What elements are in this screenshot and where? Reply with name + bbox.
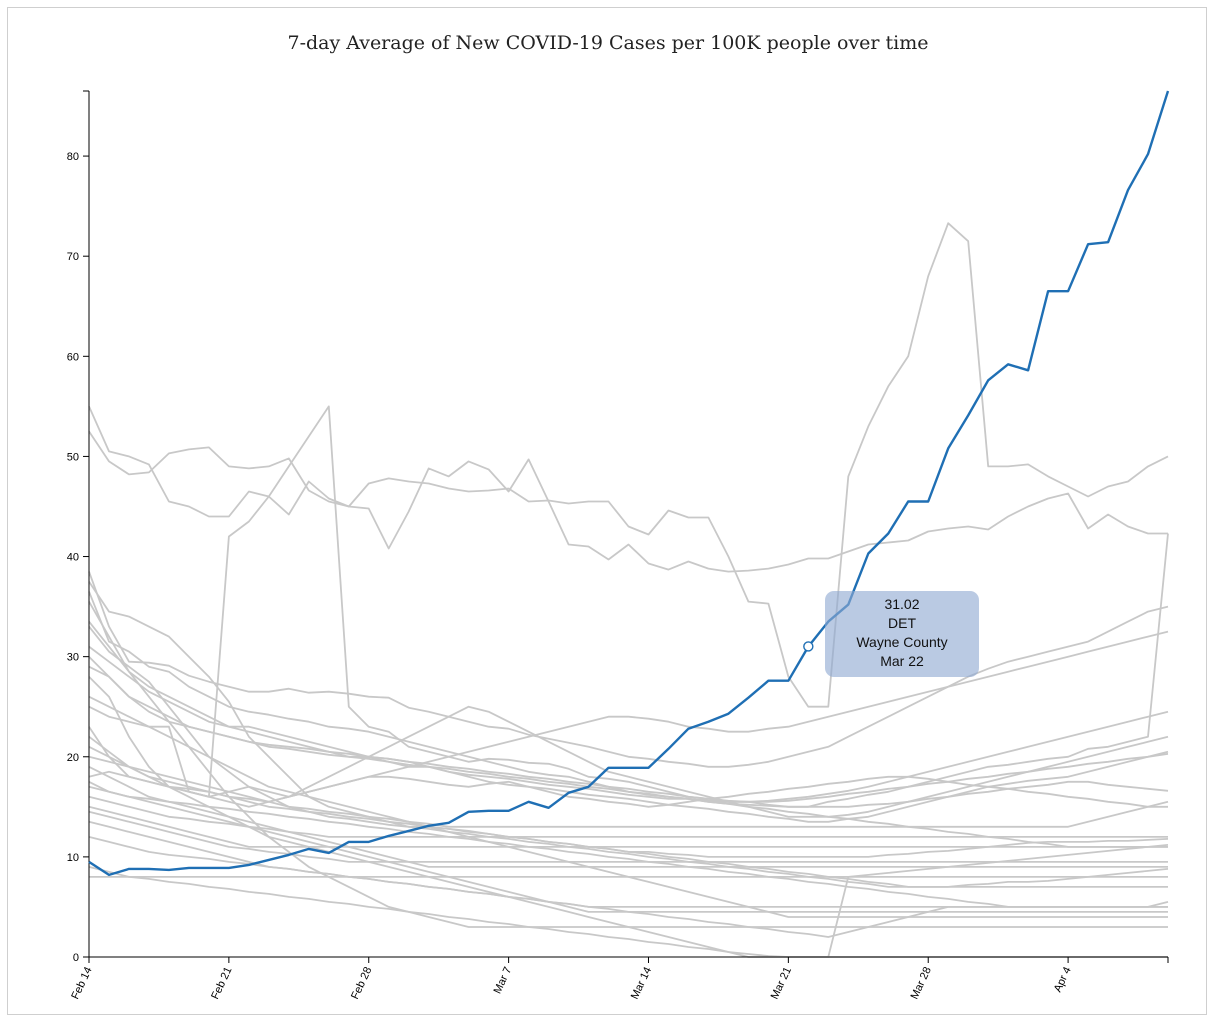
tooltip-abbr: DET <box>888 615 916 631</box>
series-line-6[interactable] <box>88 591 1169 803</box>
tooltip-value: 31.02 <box>884 596 920 612</box>
series-line-15[interactable] <box>88 780 1168 908</box>
y-tick-label: 10 <box>67 852 79 864</box>
series-line-19[interactable] <box>88 844 1169 958</box>
y-tick-label: 60 <box>67 351 79 363</box>
series-line-17[interactable] <box>88 810 1168 863</box>
axes: 0 10 20 30 40 50 60 70 80 Feb 14 Feb 21 Feb 28 Mar … <box>67 90 1169 1001</box>
y-tick-label: 70 <box>67 251 79 263</box>
x-tick-label: Mar 14 <box>629 965 654 1001</box>
tooltip: 31.02 DET Wayne County Mar 22 <box>825 591 979 677</box>
highlighted-series-line[interactable] <box>88 90 1170 877</box>
x-tick-label: Mar 7 <box>492 965 515 996</box>
x-ticks: Feb 14 Feb 21 Feb 28 Mar 7 Mar 14 Mar 21 Mar 2… <box>69 957 1074 1001</box>
series-line-9[interactable] <box>88 645 1169 808</box>
x-tick-label: Mar 28 <box>909 965 934 1001</box>
series-line-13[interactable] <box>88 735 1168 888</box>
series-line-23[interactable] <box>88 695 1168 918</box>
y-tick-label: 40 <box>67 552 79 564</box>
y-tick-label: 50 <box>67 451 79 463</box>
x-tick-label: Feb 21 <box>209 965 234 1001</box>
series-line-24[interactable] <box>88 755 1169 828</box>
chart-title: 7-day Average of New COVID-19 Cases per … <box>287 32 929 54</box>
tooltip-date: Mar 22 <box>880 653 924 669</box>
series-line-12[interactable] <box>88 705 1169 818</box>
y-tick-label: 20 <box>67 752 79 764</box>
series-line-25[interactable] <box>88 765 1168 868</box>
series-line-1[interactable] <box>88 222 1169 708</box>
background-series <box>88 222 1169 958</box>
tooltip-name: Wayne County <box>856 634 948 650</box>
series-line-10[interactable] <box>88 665 1169 803</box>
y-tick-label: 0 <box>73 952 79 964</box>
series-line-4[interactable] <box>88 571 1169 768</box>
y-tick-label: 80 <box>67 151 79 163</box>
series-line-27[interactable] <box>88 805 1168 848</box>
series-line-26[interactable] <box>88 785 1168 913</box>
series-line-22[interactable] <box>88 656 1168 848</box>
series-line-11[interactable] <box>88 630 1169 808</box>
x-tick-label: Mar 21 <box>769 965 794 1001</box>
series-line-5[interactable] <box>88 581 1169 858</box>
x-tick-label: Feb 28 <box>349 965 374 1001</box>
highlighted-series[interactable] <box>88 90 1170 877</box>
series-line-2[interactable] <box>88 430 1168 573</box>
x-tick-label: Apr 4 <box>1052 965 1074 994</box>
series-line-3[interactable] <box>88 405 1169 808</box>
x-tick-label: Feb 14 <box>69 965 94 1001</box>
series-line-8[interactable] <box>88 626 1169 888</box>
series-line-29[interactable] <box>88 621 1168 928</box>
y-ticks: 0 10 20 30 40 50 60 70 80 <box>67 151 89 964</box>
y-tick-label: 30 <box>67 652 79 664</box>
hover-point-marker[interactable] <box>803 641 814 652</box>
